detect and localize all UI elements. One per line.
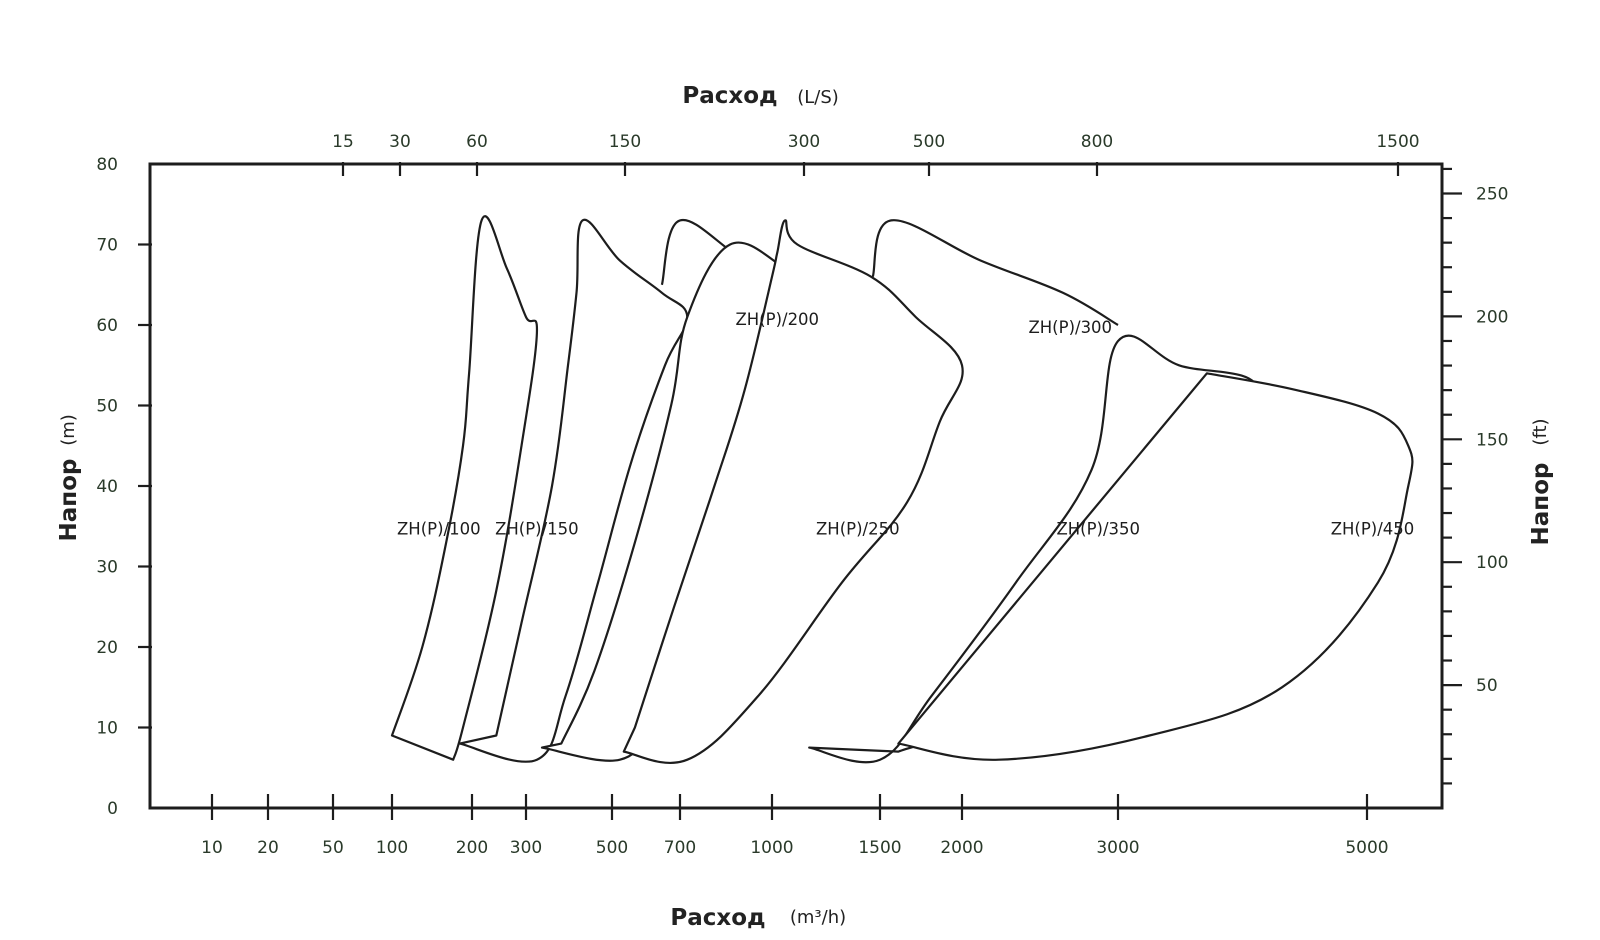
x-top-tick-label: 800 (1081, 132, 1113, 152)
region-label: ZH(P)/300 (1028, 318, 1112, 337)
y-right-axis-unit: (ft) (1530, 418, 1551, 445)
y-right-tick-label: 50 (1476, 676, 1498, 696)
x-bottom-tick-label: 100 (376, 838, 408, 858)
region-label: ZH(P)/100 (397, 519, 481, 538)
regions-layer (390, 215, 1414, 765)
y-left-tick-label: 30 (96, 558, 118, 578)
y-left-tick-label: 50 (96, 397, 118, 417)
y-left-axis-unit: (m) (58, 414, 79, 446)
region-outline-1 (390, 215, 539, 761)
x-top-tick-label: 150 (609, 132, 641, 152)
x-bottom-tick-label: 20 (257, 838, 279, 858)
x-bottom-tick-label: 300 (510, 838, 542, 858)
region-outline-5 (871, 219, 1119, 326)
y-right-tick-label: 200 (1476, 307, 1508, 327)
y-right-axis-title: Напор (1528, 463, 1554, 546)
x-bottom-axis-title: Расход (670, 905, 765, 931)
region-label: ZH(P)/200 (735, 310, 819, 329)
y-left-tick-label: 70 (96, 236, 118, 256)
y-right-tick-label: 250 (1476, 184, 1508, 204)
x-bottom-tick-label: 700 (664, 838, 696, 858)
x-bottom-tick-label: 3000 (1096, 838, 1139, 858)
region-outline-2 (458, 218, 689, 763)
y-left-axis-title: Напор (56, 459, 82, 542)
region-label: ZH(P)/150 (495, 519, 579, 538)
y-right-tick-label: 150 (1476, 430, 1508, 450)
x-top-tick-label: 60 (466, 132, 488, 152)
y-left-tick-label: 80 (96, 155, 118, 175)
region-label: ZH(P)/450 (1331, 519, 1415, 538)
region-label: ZH(P)/350 (1056, 519, 1140, 538)
y-left-tick-label: 10 (96, 719, 118, 739)
x-bottom-tick-label: 1500 (858, 838, 901, 858)
x-bottom-axis-unit: (m³/h) (790, 907, 846, 928)
x-top-tick-label: 500 (913, 132, 945, 152)
x-top-axis-title: Расход (682, 83, 777, 109)
region-label: ZH(P)/250 (816, 519, 900, 538)
ticks-layer: 10 20 50 100 200 300 500 700 1000 1500 2000 3000 500… (96, 132, 1508, 858)
region-outline-8 (897, 372, 1414, 761)
x-top-tick-label: 1500 (1376, 132, 1419, 152)
x-top-tick-label: 30 (389, 132, 411, 152)
x-bottom-tick-label: 1000 (750, 838, 793, 858)
x-bottom-tick-label: 200 (456, 838, 488, 858)
x-top-axis-unit: (L/S) (797, 87, 839, 108)
labels-layer: ZH(P)/100 ZH(P)/150 ZH(P)/200 ZH(P)/250 ZH(P… (397, 310, 1414, 538)
x-bottom-tick-label: 5000 (1345, 838, 1388, 858)
region-outline-6 (622, 219, 964, 765)
x-bottom-tick-label: 10 (201, 838, 223, 858)
y-left-tick-label: 60 (96, 316, 118, 336)
y-left-tick-label: 20 (96, 638, 118, 658)
x-bottom-tick-label: 50 (322, 838, 344, 858)
x-bottom-tick-label: 500 (596, 838, 628, 858)
y-left-tick-label: 40 (96, 477, 118, 497)
y-right-tick-label: 100 (1476, 553, 1508, 573)
y-left-tick-label: 0 (107, 799, 118, 819)
x-bottom-tick-label: 2000 (940, 838, 983, 858)
x-top-tick-label: 300 (788, 132, 820, 152)
x-top-tick-label: 15 (332, 132, 354, 152)
